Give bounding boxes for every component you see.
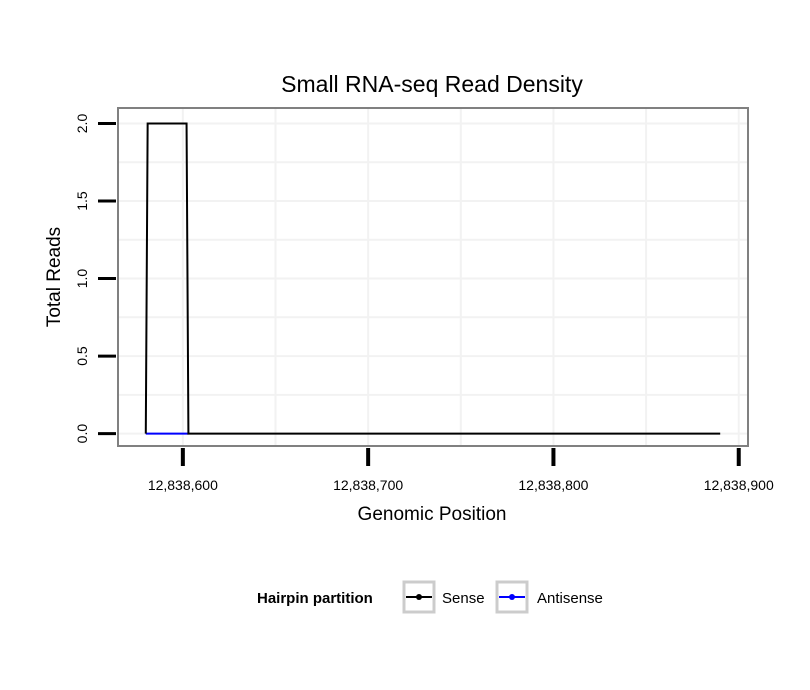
series-layer [144,122,721,435]
legend-key-antisense [495,580,529,614]
y-tick-label: 2.0 [74,114,90,134]
y-tick-label: 1.0 [74,269,90,289]
legend-label-sense: Sense [442,590,485,607]
x-tick-label: 12,838,600 [148,477,218,493]
legend-label-antisense: Antisense [537,590,603,607]
x-tick-label: 12,838,900 [704,477,774,493]
x-axis: 12,838,600 12,838,700 12,838,800 12,838,900 [148,448,774,493]
panel-border [117,107,749,447]
grid-lines [118,108,748,446]
series-line-sense [144,122,721,435]
y-tick-label: 0.0 [74,424,90,444]
y-tick-label: 1.5 [74,191,90,211]
legend-title: Hairpin partition [257,590,373,607]
x-axis-title: Genomic Position [358,504,507,525]
legend-point-sense [416,594,422,600]
chart-title: Small RNA-seq Read Density [281,71,583,97]
y-axis-title: Total Reads [44,227,65,327]
legend: Hairpin partition Sense Antisense [257,580,603,614]
y-tick-label: 0.5 [74,346,90,366]
x-tick-label: 12,838,700 [333,477,403,493]
x-tick-label: 12,838,800 [518,477,588,493]
legend-point-antisense [509,594,515,600]
y-axis: 0.0 0.5 1.0 1.5 2.0 [74,114,116,444]
